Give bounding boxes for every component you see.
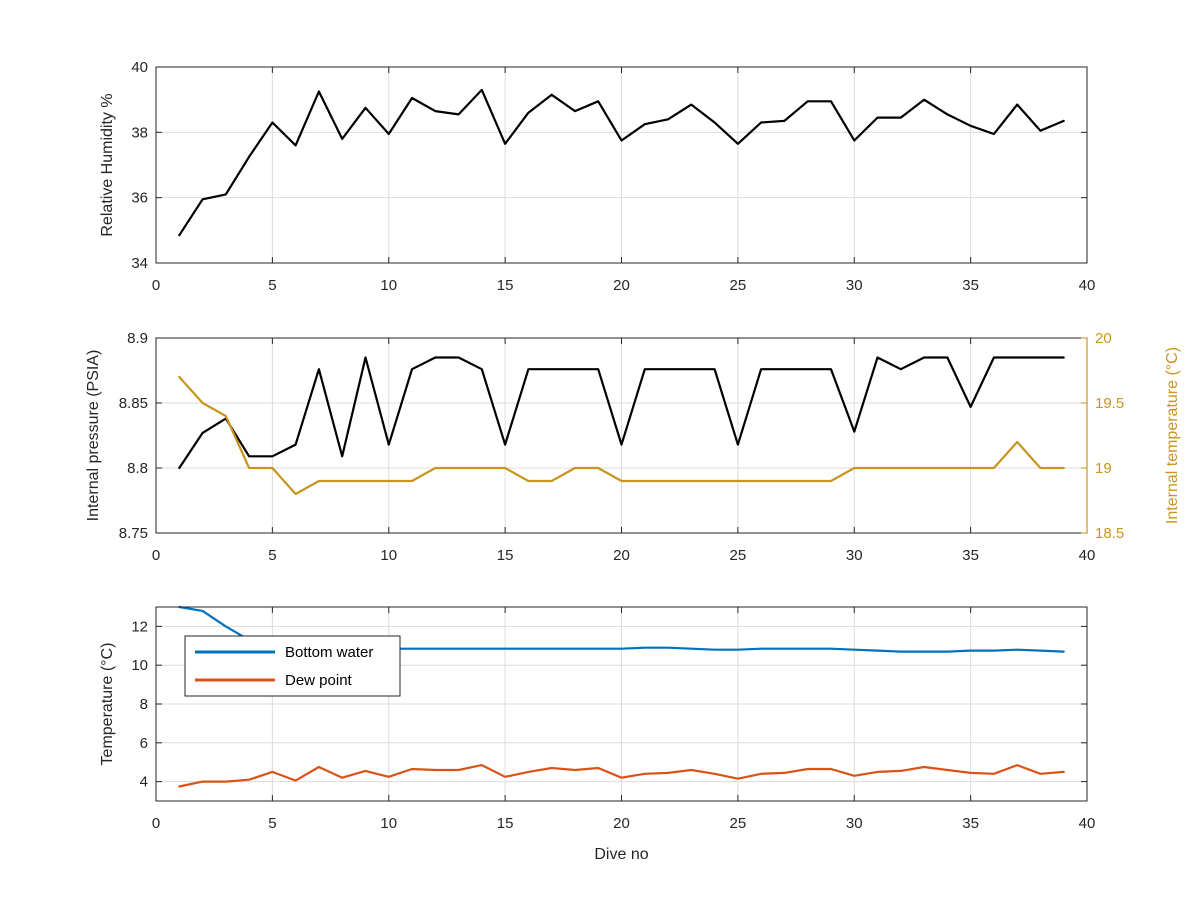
x-tick-label: 15 (497, 277, 514, 294)
x-tick-label: 10 (380, 277, 397, 294)
x-tick-label: 15 (497, 547, 514, 564)
x-tick-label: 0 (152, 277, 160, 294)
series-line-1 (178, 88, 1065, 237)
y-axis-label: Temperature (°C) (99, 643, 116, 766)
subplot-2: 0 5 10 15 20 25 30 35 40 8.75 8.8 8.85 8.9 18.5 19 19.5… (85, 330, 1181, 564)
y-tick-label: 8.75 (119, 525, 148, 542)
subplot-3: 0 5 10 15 20 25 30 35 40 4 6 8 10 12 Temperature (°C) D… (99, 605, 1096, 863)
y-tick-label: 36 (131, 190, 148, 207)
x-tick-label: 30 (846, 277, 863, 294)
series-line-dew-point (178, 763, 1065, 788)
y-tick-label: 40 (131, 59, 148, 76)
y-tick-label: 12 (131, 618, 148, 635)
x-tick-label: 25 (730, 815, 747, 832)
x-tick-label: 25 (730, 547, 747, 564)
x-tick-label: 5 (268, 547, 276, 564)
x-tick-label: 30 (846, 547, 863, 564)
x-tick-label: 5 (268, 815, 276, 832)
series-line-2 (178, 375, 1065, 496)
x-tick-label: 35 (962, 277, 979, 294)
right-y-tick-label: 19 (1095, 460, 1112, 477)
y-tick-label: 8.8 (127, 460, 148, 477)
y-tick-label: 10 (131, 657, 148, 674)
right-y-axis-label: Internal temperature (°C) (1164, 347, 1181, 524)
x-tick-label: 35 (962, 815, 979, 832)
y-tick-label: 4 (140, 774, 148, 791)
x-tick-label: 0 (152, 815, 160, 832)
y-tick-label: 8 (140, 696, 148, 713)
y-tick-label: 8.9 (127, 330, 148, 347)
y-tick-label: 38 (131, 124, 148, 141)
right-y-tick-label: 19.5 (1095, 395, 1124, 412)
y-axis-label: Internal pressure (PSIA) (85, 350, 102, 522)
x-tick-label: 40 (1079, 815, 1096, 832)
x-tick-label: 25 (730, 277, 747, 294)
x-tick-label: 10 (380, 815, 397, 832)
x-tick-label: 10 (380, 547, 397, 564)
x-tick-label: 40 (1079, 277, 1096, 294)
legend: Bottom water Dew point (184, 635, 401, 697)
y-axis-label: Relative Humidity % (99, 93, 116, 236)
x-tick-label: 20 (613, 547, 630, 564)
y-tick-label: 8.85 (119, 395, 148, 412)
x-tick-label: 5 (268, 277, 276, 294)
right-y-tick-label: 20 (1095, 330, 1112, 347)
y-tick-label: 6 (140, 735, 148, 752)
x-tick-label: 35 (962, 547, 979, 564)
legend-entry-dew-point: Dew point (285, 672, 353, 689)
x-tick-label: 20 (613, 277, 630, 294)
x-tick-label: 30 (846, 815, 863, 832)
y-tick-label: 34 (131, 255, 148, 272)
x-axis-label: Dive no (594, 846, 648, 863)
right-y-tick-label: 18.5 (1095, 525, 1124, 542)
x-tick-label: 20 (613, 815, 630, 832)
x-tick-label: 15 (497, 815, 514, 832)
legend-entry-bottom-water: Bottom water (285, 644, 373, 661)
subplot-1: 0 5 10 15 20 25 30 35 40 34 36 38 40 Relative Humidit… (99, 59, 1095, 294)
series-line-1 (178, 356, 1065, 470)
x-tick-label: 0 (152, 547, 160, 564)
legend-box (184, 635, 401, 697)
x-tick-label: 40 (1079, 547, 1096, 564)
